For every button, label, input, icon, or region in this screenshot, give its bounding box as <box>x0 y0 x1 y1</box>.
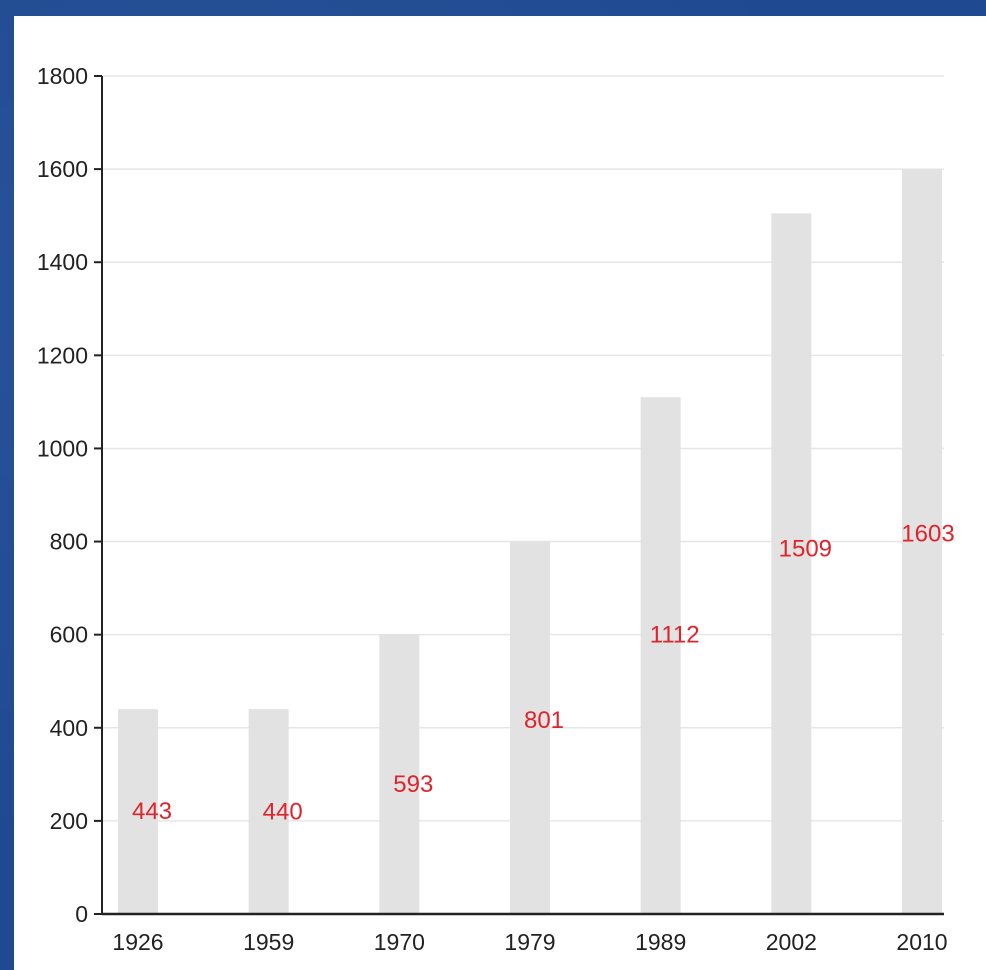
bar-1989 <box>640 397 681 914</box>
data-label: 440 <box>263 799 303 826</box>
data-labels: 443 440 593 801 1112 1509 1603 <box>132 520 955 825</box>
data-label: 1112 <box>650 621 700 648</box>
chart-panel: 0 200 400 600 800 1000 1200 1400 1600 1800 1926 19… <box>14 16 986 970</box>
x-tick-label: 1970 <box>374 929 425 955</box>
x-tick-labels: 1926 1959 1970 1979 1989 2002 2010 <box>112 929 947 955</box>
axes <box>101 76 944 916</box>
y-tick-label: 1600 <box>37 156 88 182</box>
x-tick-label: 2002 <box>766 929 817 955</box>
y-tick-labels: 0 200 400 600 800 1000 1200 1400 1600 1800 <box>37 63 102 927</box>
y-tick-label: 200 <box>50 808 88 834</box>
data-label: 801 <box>524 707 564 734</box>
bars <box>118 169 942 915</box>
x-tick-label: 1959 <box>243 929 294 955</box>
data-label: 1509 <box>779 536 832 563</box>
x-tick-label: 2010 <box>896 929 947 955</box>
bar-1979 <box>510 541 550 914</box>
data-label: 443 <box>132 798 172 825</box>
bar-2002 <box>771 213 812 915</box>
y-tick-label: 0 <box>75 901 88 927</box>
x-tick-label: 1979 <box>504 929 555 955</box>
gridlines <box>102 75 944 822</box>
bar-1926 <box>118 709 158 914</box>
y-tick-label: 1800 <box>37 63 88 89</box>
data-label: 593 <box>393 771 433 798</box>
bar-2010 <box>902 169 942 915</box>
y-tick-label: 1200 <box>37 342 88 368</box>
bar-1970 <box>379 634 420 914</box>
y-tick-label: 800 <box>50 529 88 555</box>
x-tick-label: 1989 <box>635 929 686 955</box>
y-tick-label: 600 <box>50 622 88 648</box>
x-tick-label: 1926 <box>112 929 163 955</box>
bar-1959 <box>248 709 289 914</box>
y-tick-label: 1400 <box>37 249 88 275</box>
y-tick-label: 400 <box>50 715 88 741</box>
data-label: 1603 <box>901 520 954 547</box>
y-tick-label: 1000 <box>37 435 88 461</box>
